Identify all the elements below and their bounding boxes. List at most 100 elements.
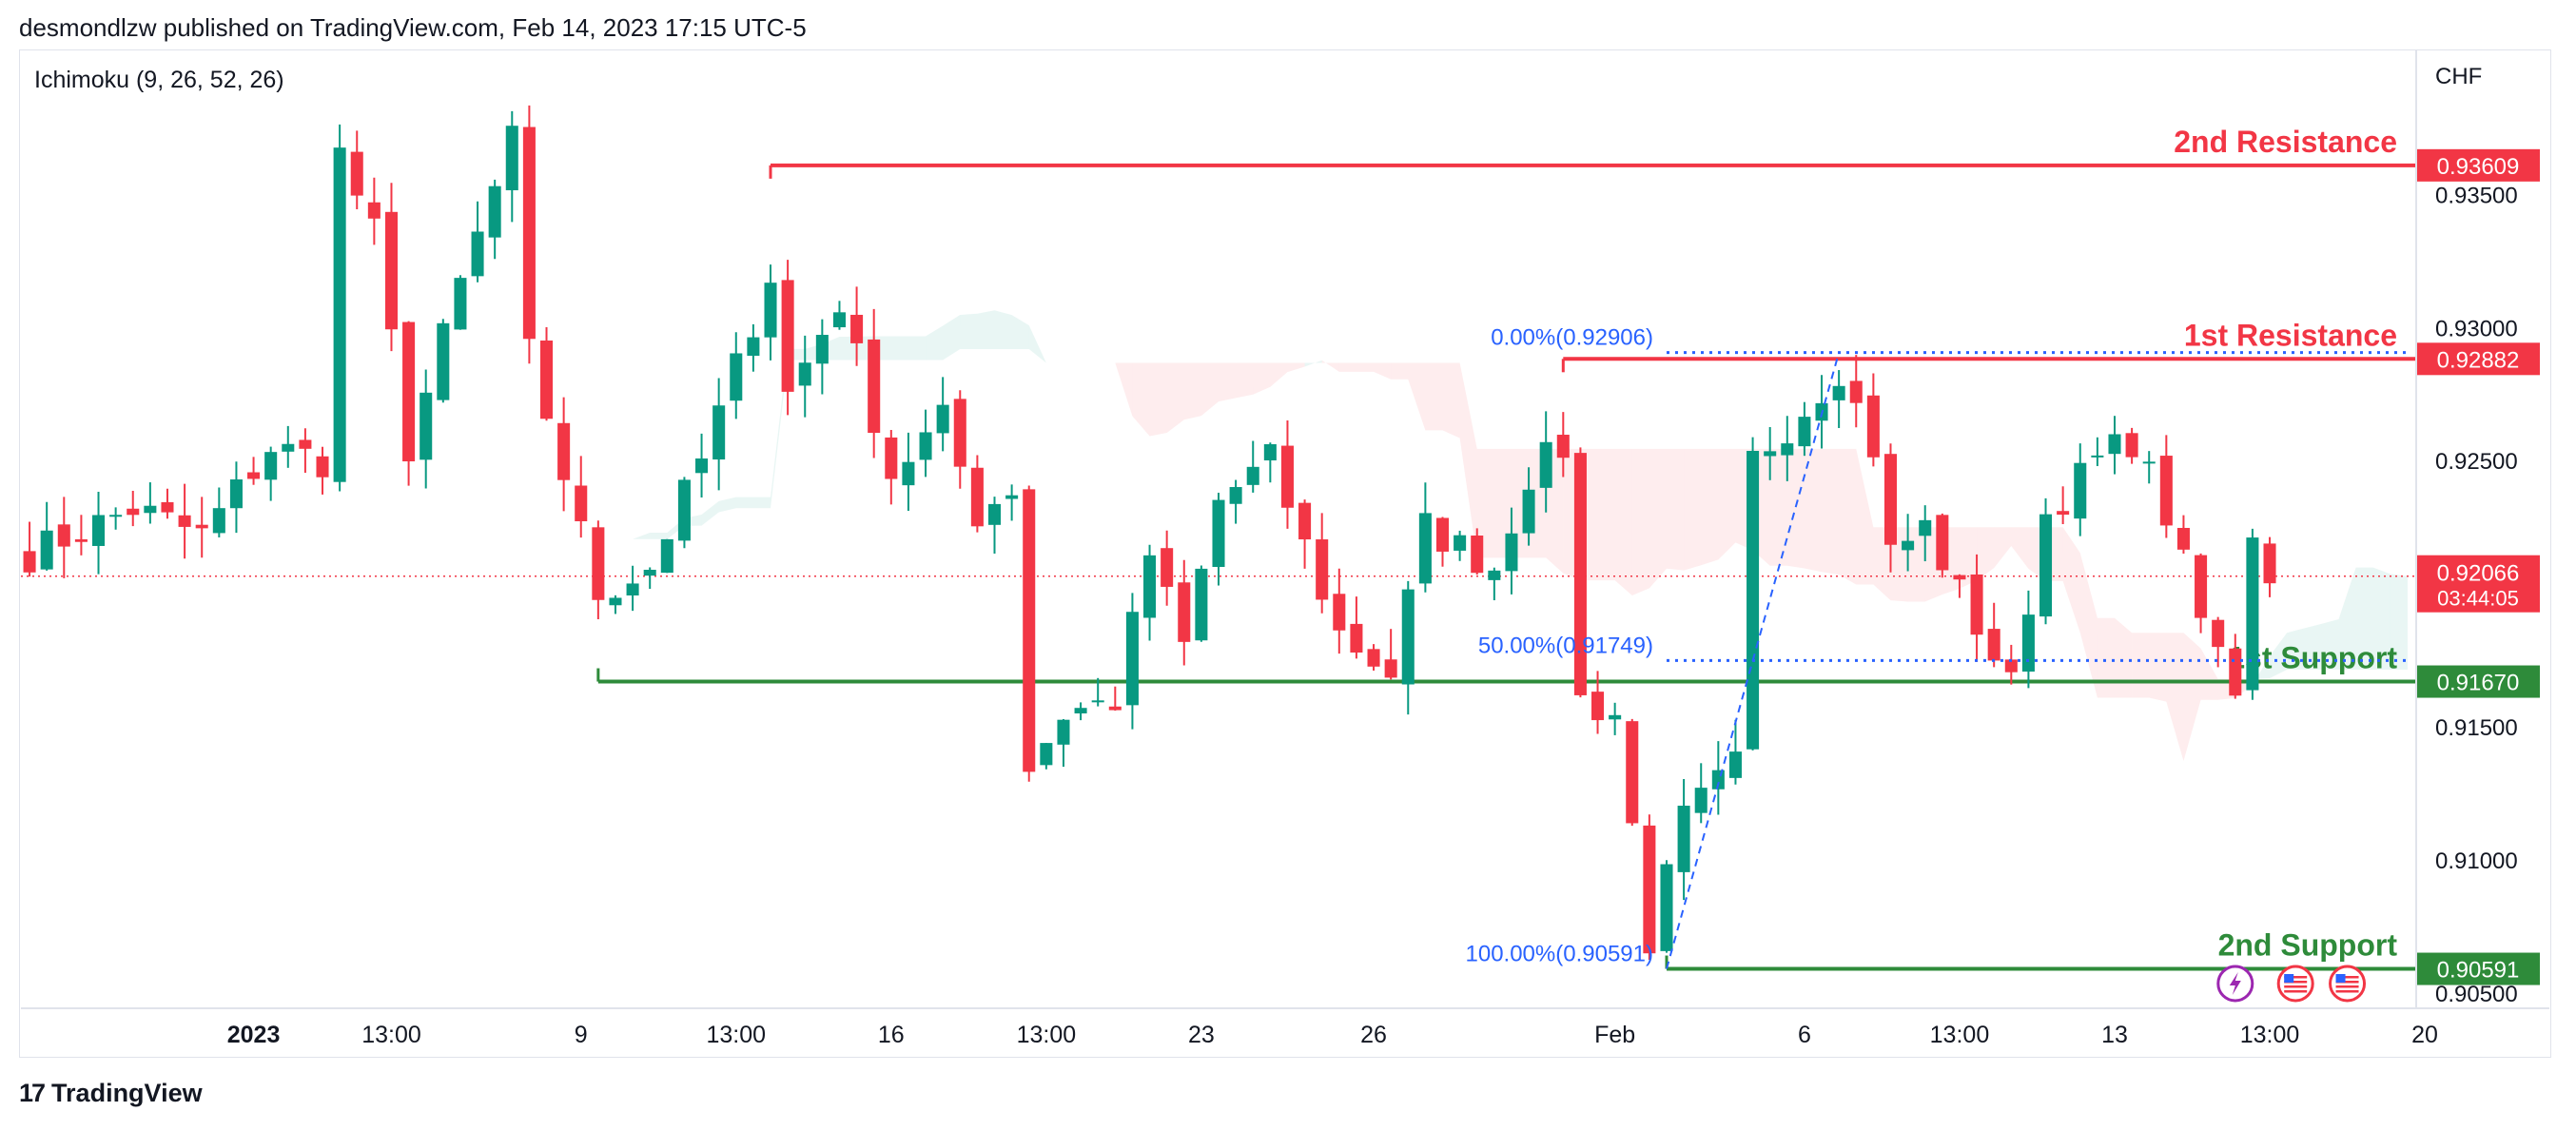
candle-body [1005,496,1018,499]
candle-body [1402,590,1415,685]
candle-body [627,583,639,595]
x-tick-label: 2023 [227,1022,281,1048]
candle-body [1316,539,1328,599]
candle-body [2074,463,2086,518]
candle-body [24,551,36,572]
candle-body [1178,582,1190,642]
event-circle [2331,966,2365,1001]
candle-body [1902,541,1914,551]
cloud-segment [1408,362,1425,430]
cloud-segment [1856,449,1873,585]
candle-body [2091,456,2103,458]
level-price-text: 0.90591 [2437,958,2520,984]
cloud-segment [753,497,771,509]
lightning-icon [2218,966,2253,1001]
candle-body [1695,788,1708,813]
candle-body [2177,528,2190,550]
event-circle [2278,966,2313,1001]
candle-body [2229,649,2241,696]
cloud-segment [2201,649,2218,700]
candle-body [1988,629,2000,660]
cloud-segment [1787,449,1805,569]
cloud-segment [1115,362,1132,416]
cloud-segment [943,315,960,360]
candle-body [1936,515,1948,570]
x-tick-label: 13 [2101,1022,2128,1048]
fib-level-label: 100.00%(0.90591) [1466,942,1653,967]
candle-body [1540,442,1552,488]
cloud-segment [1029,325,1046,363]
candle-body [316,457,328,478]
flag-stripe [2336,990,2359,993]
indicator-label[interactable]: Ichimoku (9, 26, 52, 26) [34,67,284,94]
candle-body [833,312,846,327]
candle-body [2022,614,2035,672]
x-tick-label: 6 [1798,1022,1811,1048]
cloud-segment [1236,362,1253,398]
candle-body [127,509,139,516]
cloud-segment [995,310,1012,349]
x-tick-label: 26 [1360,1022,1387,1048]
cloud-segment [1132,362,1149,436]
candle-body [575,486,587,521]
cloud-segment [478,552,495,573]
flag-stripe [2284,985,2307,988]
candle-body [1626,721,1638,823]
level-label: 2nd Resistance [2174,125,2397,159]
candle-body [1212,500,1224,567]
cloud-segment [1718,449,1735,560]
candle-body [489,186,501,238]
candle-body [885,438,897,479]
candle-body [1230,487,1242,504]
candle-body [41,531,53,570]
cloud-segment [736,497,753,509]
candles-layer [24,106,2276,960]
cloud-segment [2080,553,2098,697]
candle-body [799,362,811,385]
candle-body [1609,715,1621,720]
candle-body [1281,446,1294,508]
candle-body [1919,520,1931,536]
candle-body [230,479,243,508]
candle-body [1092,700,1104,702]
level-price-text: 0.92882 [2437,347,2520,373]
cloud-segment [719,497,736,513]
candle-body [1454,536,1466,551]
tradingview-logo[interactable]: 17 TradingView [19,1079,203,1108]
candle-body [1953,575,1965,580]
candle-body [1971,575,1983,634]
cloud-segment [1442,362,1459,438]
candle-body [1298,503,1311,539]
candle-body [1385,659,1397,677]
cloud-segment [1201,362,1219,416]
candle-body [1867,396,1880,458]
cloud-segment [1977,527,1994,580]
candle-body [1436,517,1449,551]
candle-body [179,516,191,527]
flag-stripe [2336,985,2359,988]
candle-body [1747,451,1759,750]
cloud-segment [1322,361,1339,372]
candle-body [1023,489,1035,771]
cloud-segment [1667,449,1684,571]
cloud-segment [1460,362,1477,557]
candle-body [592,527,604,599]
flag-canton [2284,974,2293,983]
cloud-segment [2115,618,2132,698]
candle-body [1643,826,1655,953]
candle-body [109,515,122,517]
level-price-text: 0.91670 [2437,671,2520,696]
cloud-segment [1374,362,1391,379]
candle-body [506,126,518,190]
candle-body [2212,620,2224,647]
candle-body [368,203,381,219]
candle-body [1471,536,1483,573]
cloud-segment [960,314,977,349]
candle-body [2246,537,2258,691]
candle-body [1488,571,1500,580]
candle-body [661,539,673,573]
candle-body [1333,594,1345,630]
cloud-segment [891,336,908,360]
